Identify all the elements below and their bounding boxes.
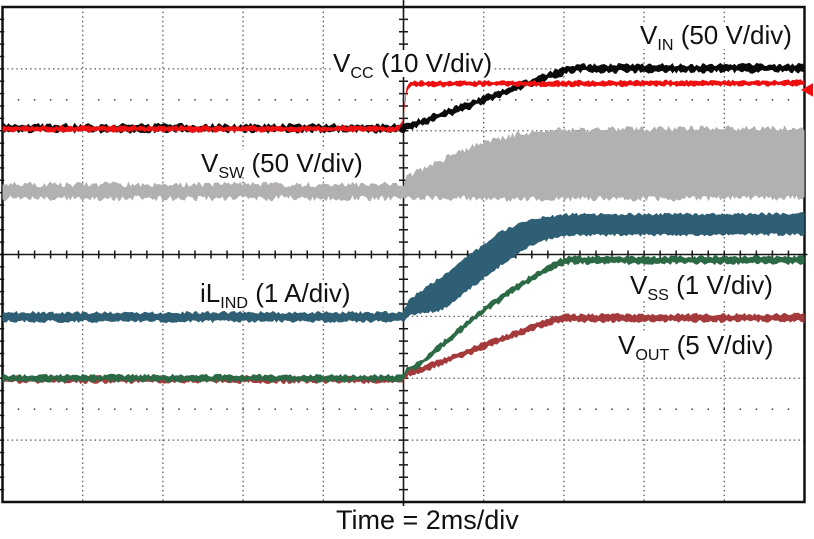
trace-vsw xyxy=(2,125,805,202)
label-vss: VSS (1 V/div) xyxy=(628,270,775,303)
trace-vcc xyxy=(2,79,805,133)
label-vout-suffix: (5 V/div) xyxy=(669,330,774,360)
label-timebase: Time = 2ms/div xyxy=(334,505,521,535)
trace-ilind xyxy=(2,212,805,324)
label-ilind-sub: IND xyxy=(220,294,248,313)
label-vout-sub: OUT xyxy=(635,346,670,365)
graticule-border xyxy=(1,5,806,504)
label-vsw: VSW (50 V/div) xyxy=(199,148,365,181)
label-vin-sub: IN xyxy=(657,36,674,55)
label-vcc-suffix: (10 V/div) xyxy=(373,48,493,78)
label-vcc: VCC (10 V/div) xyxy=(331,48,495,81)
label-vin: VIN (50 V/div) xyxy=(638,20,794,53)
label-vsw-suffix: (50 V/div) xyxy=(244,148,363,178)
label-vout-prefix: V xyxy=(618,330,636,360)
label-vin-prefix: V xyxy=(640,20,658,50)
label-vout: VOUT (5 V/div) xyxy=(616,330,776,363)
label-vin-suffix: (50 V/div) xyxy=(673,20,792,50)
label-vsw-sub: SW xyxy=(218,164,245,183)
label-vss-suffix: (1 V/div) xyxy=(668,270,773,300)
label-vcc-sub: CC xyxy=(350,64,374,83)
label-vsw-prefix: V xyxy=(201,148,219,178)
label-vcc-prefix: V xyxy=(333,48,351,78)
label-ilind: iLIND (1 A/div) xyxy=(198,278,353,311)
label-ilind-prefix: iL xyxy=(200,278,221,308)
label-ilind-suffix: (1 A/div) xyxy=(248,278,351,308)
label-vss-sub: SS xyxy=(647,286,669,305)
trace-level-arrow-icon xyxy=(801,83,813,97)
label-vss-prefix: V xyxy=(630,270,648,300)
